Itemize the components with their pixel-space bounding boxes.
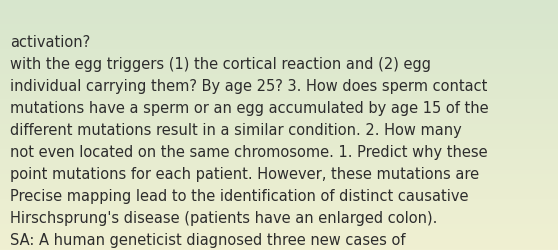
Text: activation?: activation? bbox=[10, 35, 90, 50]
Text: point mutations for each patient. However, these mutations are: point mutations for each patient. Howeve… bbox=[10, 166, 479, 181]
Text: with the egg triggers (1) the cortical reaction and (2) egg: with the egg triggers (1) the cortical r… bbox=[10, 57, 431, 72]
Text: mutations have a sperm or an egg accumulated by age 15 of the: mutations have a sperm or an egg accumul… bbox=[10, 100, 489, 116]
Text: Hirschsprung's disease (patients have an enlarged colon).: Hirschsprung's disease (patients have an… bbox=[10, 210, 437, 225]
Text: SA: A human geneticist diagnosed three new cases of: SA: A human geneticist diagnosed three n… bbox=[10, 232, 406, 247]
Text: Precise mapping lead to the identification of distinct causative: Precise mapping lead to the identificati… bbox=[10, 188, 469, 203]
Text: individual carrying them? By age 25? 3. How does sperm contact: individual carrying them? By age 25? 3. … bbox=[10, 79, 487, 94]
Text: not even located on the same chromosome. 1. Predict why these: not even located on the same chromosome.… bbox=[10, 144, 488, 159]
Text: different mutations result in a similar condition. 2. How many: different mutations result in a similar … bbox=[10, 122, 462, 138]
